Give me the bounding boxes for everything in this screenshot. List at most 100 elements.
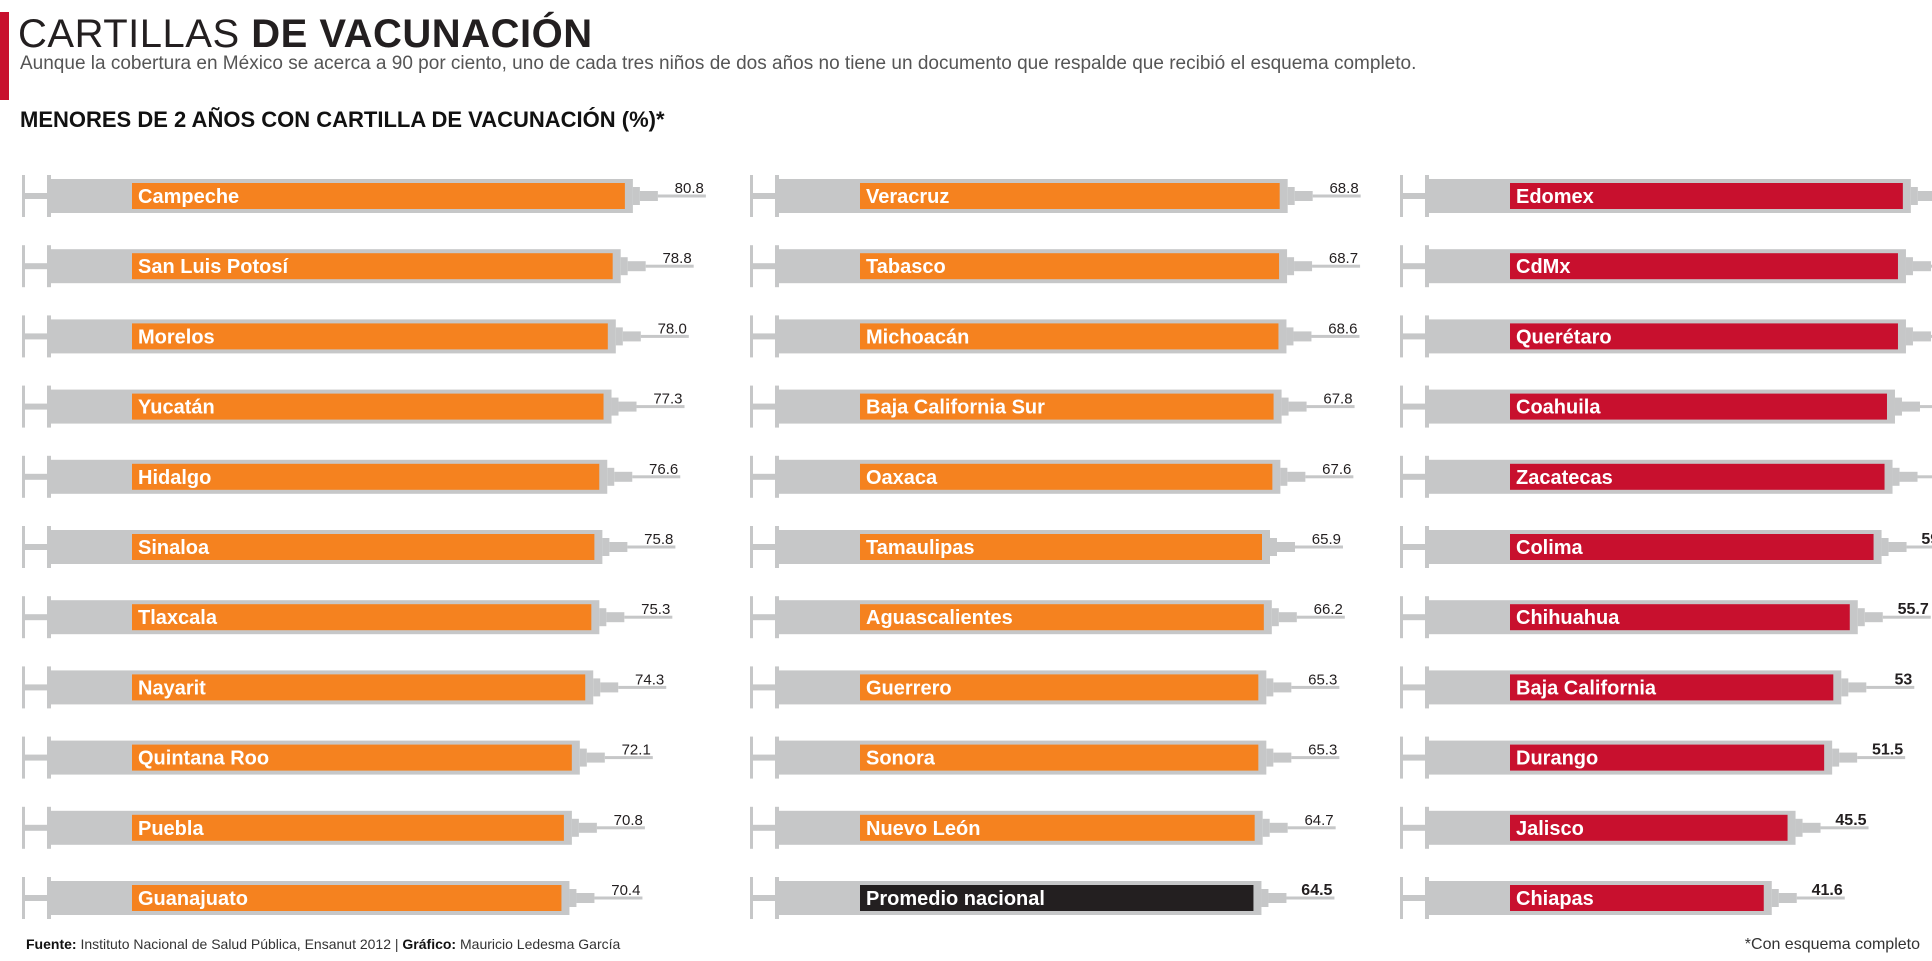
data-label: 64.7 [1304, 812, 1333, 829]
syringe-needle [1291, 685, 1340, 689]
syringe-finger-grip [47, 666, 51, 709]
syringe-tip-base [1795, 818, 1803, 837]
syringe-hub [1848, 682, 1867, 693]
syringe-tip-base [1261, 889, 1269, 907]
syringe-tip-base [593, 678, 601, 697]
chart-bar [132, 604, 592, 631]
syringe-needle [627, 545, 676, 549]
syringe-needle [1796, 896, 1845, 900]
data-label: 68.8 [1329, 180, 1358, 197]
chart-bar [132, 183, 625, 209]
category-label: Sinaloa [138, 537, 210, 559]
syringe-needle [640, 334, 689, 338]
syringe-finger-grip [775, 315, 779, 358]
syringe-plunger-rod [22, 614, 50, 621]
footnote: *Con esquema completo [1744, 936, 1920, 953]
syringe-plunger-rod [22, 895, 50, 901]
title-light: CARTILLAS [18, 12, 252, 56]
syringe-needle [594, 896, 643, 900]
data-label: 74.3 [635, 671, 664, 688]
syringe-needle [1312, 194, 1361, 198]
syringe-hub [606, 612, 625, 623]
syringe-finger-grip [47, 385, 51, 428]
syringe-needle [645, 264, 694, 268]
category-label: Durango [1516, 748, 1598, 770]
chart-bar [132, 674, 586, 701]
syringe-finger-grip [47, 596, 51, 639]
syringe-needle [1305, 475, 1354, 479]
syringe-tip-base [1266, 748, 1274, 767]
syringe-hub [1273, 752, 1292, 763]
data-label: 75.8 [644, 531, 673, 548]
syringe-finger-grip [47, 175, 51, 217]
chart-bar [860, 604, 1264, 631]
chart-title: MENORES DE 2 AÑOS CON CARTILLA DE VACUNA… [20, 107, 665, 132]
syringe-plunger-rod [1400, 895, 1428, 901]
syringe-hub [1269, 822, 1288, 833]
category-label: Veracruz [866, 186, 949, 208]
chart-bar [1510, 463, 1885, 490]
syringe-finger-grip [47, 877, 51, 919]
data-label: 68.6 [1328, 320, 1357, 337]
data-label: 78.0 [658, 320, 687, 337]
category-label: Guanajuato [138, 888, 248, 910]
data-label: 72.1 [622, 742, 651, 759]
data-label: 70.8 [614, 812, 643, 829]
category-label: Tabasco [866, 256, 946, 278]
category-label: Baja California Sur [866, 397, 1045, 419]
chart-bar [1510, 674, 1834, 701]
chart-bar [132, 393, 604, 420]
syringe-hub [614, 471, 633, 482]
syringe-tip-base [1905, 327, 1913, 346]
chart-bar [1510, 323, 1898, 350]
syringe-plunger-rod [750, 263, 778, 270]
syringe-tip-base [1905, 257, 1913, 276]
chart-bar [132, 885, 562, 911]
syringe-plunger-rod [22, 193, 50, 199]
syringe-hub [1278, 612, 1297, 623]
syringe-tip-base [1892, 467, 1900, 486]
syringe-plunger-rod [1400, 193, 1428, 199]
syringe-needle [1866, 685, 1915, 689]
syringe-hub [576, 893, 595, 903]
category-label: Guerrero [866, 677, 952, 699]
syringe-hub [622, 331, 641, 342]
syringe-hub [609, 542, 628, 552]
syringe-needle [657, 194, 706, 198]
syringe-needle [1820, 826, 1869, 830]
syringe-finger-grip [775, 245, 779, 288]
syringe-needle [604, 756, 653, 760]
syringe-tip-base [1894, 397, 1902, 416]
category-label: Campeche [138, 186, 239, 208]
page-subtitle: Aunque la cobertura en México se acerca … [20, 53, 1417, 74]
syringe-finger-grip [47, 806, 51, 849]
syringe-hub [1288, 401, 1307, 412]
syringe-hub [1899, 471, 1918, 482]
data-label: 68.7 [1329, 250, 1358, 267]
syringe-tip-base [1280, 467, 1288, 486]
category-label: San Luis Potosí [138, 256, 289, 278]
syringe-plunger-rod [1400, 473, 1428, 480]
chart-bar [860, 183, 1280, 209]
syringe-finger-grip [1425, 596, 1429, 639]
source-text: Instituto Nacional de Salud Pública, Ens… [76, 936, 403, 952]
syringe-tip-base [1857, 608, 1865, 627]
syringe-plunger-rod [22, 333, 50, 340]
graphic-label: Gráfico: [402, 936, 457, 952]
syringe-needle [1294, 545, 1343, 549]
syringe-finger-grip [775, 526, 779, 568]
chart-bar [860, 463, 1273, 490]
chart-bar [1510, 393, 1887, 420]
syringe-plunger-rod [1400, 544, 1428, 550]
chart-bar [860, 885, 1254, 911]
syringe-plunger-rod [750, 824, 778, 831]
syringe-plunger-rod [750, 614, 778, 621]
syringe-needle [1286, 896, 1335, 900]
syringe-finger-grip [1425, 455, 1429, 498]
syringe-tip-base [1287, 187, 1295, 205]
syringe-hub [586, 752, 605, 763]
syringe-tip-base [1832, 748, 1840, 767]
syringe-hub [1839, 752, 1858, 763]
syringe-hub [639, 191, 658, 201]
